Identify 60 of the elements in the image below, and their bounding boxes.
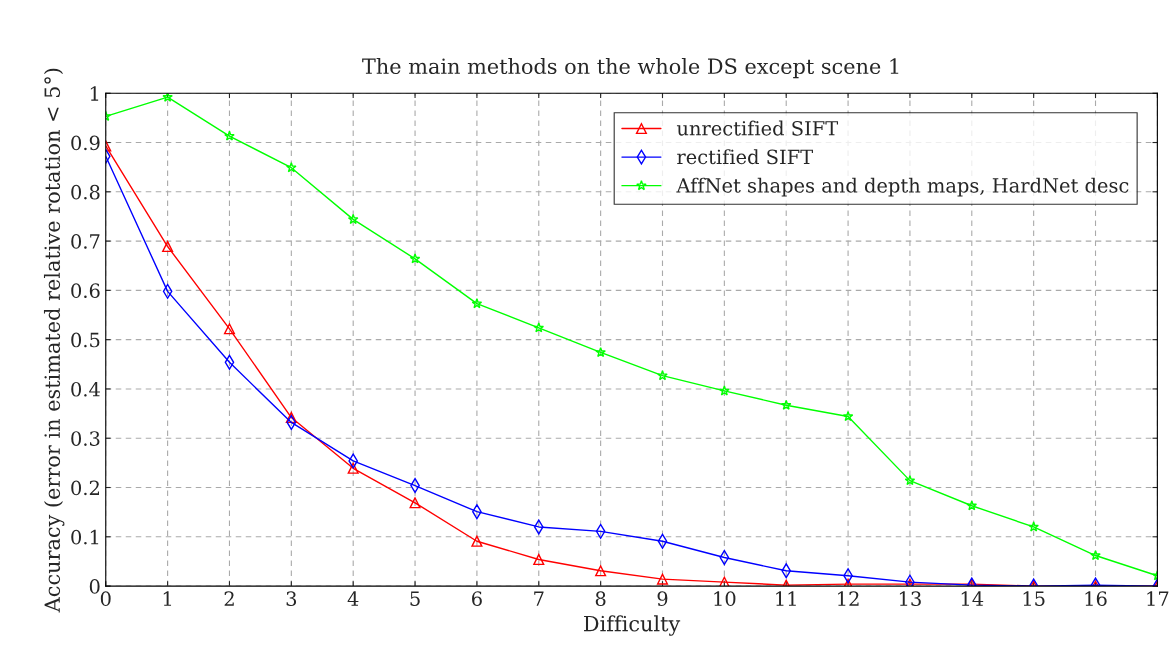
- point: [224, 130, 235, 141]
- x-tick-label: 13: [899, 591, 921, 606]
- point: [471, 298, 483, 309]
- x-tick-label: 8: [595, 591, 606, 606]
- point: [595, 346, 606, 358]
- point: [719, 385, 730, 396]
- x-tick-label: 4: [347, 591, 359, 606]
- point: [1090, 549, 1101, 561]
- chart-title: The main methods on the whole DS except scene 1: [362, 57, 899, 79]
- point: [780, 399, 792, 410]
- y-tick-label: 1: [90, 86, 99, 101]
- point: [409, 253, 421, 264]
- point: [657, 370, 668, 381]
- point: [347, 213, 359, 225]
- point: [966, 500, 978, 511]
- x-tick-label: 7: [534, 591, 544, 606]
- point: [533, 553, 545, 566]
- y-tick-label: 0.7: [71, 234, 100, 249]
- y-tick-label: 0.6: [71, 283, 100, 299]
- y-tick-label: 0.8: [71, 184, 100, 200]
- y-tick-label: 0.2: [71, 480, 99, 496]
- y-axis-title: Accuracy (error in estimated relative rotation < 5°): [43, 68, 65, 613]
- point: [286, 162, 297, 173]
- x-tick-label: 16: [1085, 591, 1107, 606]
- legend-label: AffNet shapes and depth maps, HardNet desc: [676, 177, 1129, 197]
- x-tick-label: 12: [838, 591, 859, 606]
- point: [842, 410, 854, 422]
- point: [409, 497, 421, 509]
- x-tick-label: 9: [657, 591, 668, 606]
- x-axis-title: Difficulty: [584, 615, 681, 636]
- x-tick-label: 0: [100, 591, 111, 606]
- x-tick-label: 5: [410, 591, 420, 606]
- point: [595, 565, 607, 577]
- legend-label: unrectified SIFT: [676, 120, 839, 136]
- point: [533, 322, 545, 333]
- y-tick-label: 0.1: [71, 529, 99, 545]
- point: [471, 535, 483, 547]
- point: [162, 240, 174, 253]
- x-tick-label: 3: [286, 591, 297, 606]
- point: [347, 462, 359, 474]
- x-tick-label: 17: [1147, 591, 1169, 606]
- y-tick-label: 0.9: [71, 135, 100, 151]
- x-tick-label: 15: [1023, 591, 1045, 606]
- legend-label: rectified SIFT: [677, 149, 813, 165]
- point: [904, 475, 916, 486]
- y-tick-label: 0.4: [71, 381, 100, 397]
- x-tick-label: 14: [961, 591, 984, 606]
- point: [1028, 521, 1039, 532]
- x-tick-label: 1: [163, 591, 172, 606]
- point: [162, 93, 173, 102]
- x-tick-label: 10: [714, 591, 736, 606]
- y-tick-label: 0.5: [71, 332, 100, 348]
- x-tick-label: 6: [472, 591, 482, 606]
- point: [285, 411, 297, 424]
- point: [223, 323, 236, 335]
- point: [656, 573, 669, 585]
- y-tick-label: 0.3: [71, 431, 100, 446]
- x-tick-label: 2: [224, 591, 234, 606]
- x-tick-label: 11: [776, 591, 796, 606]
- y-tick-label: 0: [89, 579, 100, 594]
